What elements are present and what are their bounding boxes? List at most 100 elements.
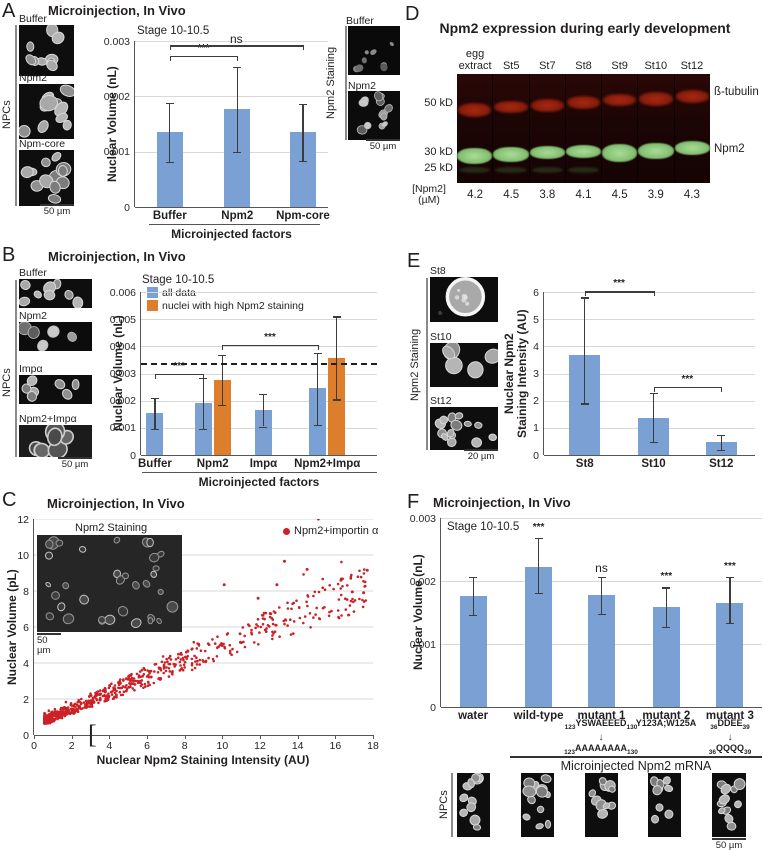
lane <box>565 74 603 183</box>
cap <box>332 399 341 401</box>
ytick: 1 <box>533 422 539 435</box>
whisk <box>665 587 668 627</box>
cap <box>259 426 268 428</box>
panel-f-letter: F <box>407 491 420 513</box>
bar <box>146 412 164 455</box>
greenband <box>493 146 529 162</box>
bar <box>254 410 272 455</box>
panel-f-title: Microinjection, In Vivo <box>433 495 571 510</box>
axis-bracket-annotation: [ <box>88 720 97 749</box>
mutant2-mutation-annotation: Y123A;W125A <box>635 718 697 728</box>
cap <box>717 449 726 451</box>
cylab: 0 <box>23 729 29 742</box>
greenband <box>457 148 493 164</box>
sigtick <box>203 373 205 379</box>
ctick <box>335 735 337 739</box>
ytick: 0.002 <box>103 90 130 103</box>
blot-lane-label: St12 <box>680 59 704 72</box>
cap <box>233 151 242 153</box>
micrograph-water-npcs <box>457 772 490 837</box>
ytick: 0.003 <box>409 512 436 525</box>
micrograph-mutant3-npcs <box>712 773 746 837</box>
panel-d-title: Npm2 expression during early development <box>439 20 731 36</box>
cap <box>597 577 606 579</box>
smear <box>495 167 527 173</box>
gridline <box>141 319 377 321</box>
xcat: mutant 2 <box>642 710 691 722</box>
cxlab: 18 <box>367 740 379 752</box>
ytick: 0 <box>130 449 136 462</box>
xcat: Buffer <box>138 458 172 470</box>
cap <box>165 103 174 105</box>
xcat: mutant 3 <box>705 710 754 722</box>
panel-b-image-label: Impα <box>19 363 43 375</box>
cap <box>725 623 734 625</box>
whisk <box>169 103 171 162</box>
cap <box>534 538 543 540</box>
ctick <box>373 735 374 739</box>
sigtick <box>169 45 171 51</box>
panel-f-y-axis-label: Nuclear Volume (nL) <box>411 554 425 671</box>
lane <box>638 74 675 183</box>
cap <box>649 392 658 394</box>
xcat: Impα <box>249 458 278 470</box>
ytick: 0.006 <box>109 286 136 299</box>
whisk <box>302 104 304 162</box>
panel-c-title: Microinjection, In Vivo <box>47 496 185 511</box>
sigline <box>584 291 654 293</box>
sigline <box>653 386 722 388</box>
siglab: *** <box>681 373 694 385</box>
panel-c-x-axis-label: Nuclear Npm2 Staining Intensity (AU) <box>96 753 310 767</box>
micrograph-npmcore-npcs <box>19 150 74 206</box>
whisk <box>236 67 238 152</box>
npm2-concentration-label: [Npm2] (µM) <box>412 183 446 206</box>
panel-a-image-label: Npm2 <box>19 72 48 84</box>
cap <box>597 613 606 616</box>
blot-lane-label: St8 <box>575 59 592 72</box>
cylab: 10 <box>17 549 29 562</box>
bar <box>328 358 346 455</box>
redband <box>530 98 564 112</box>
whisk <box>154 398 156 430</box>
ytick: 4 <box>533 340 539 353</box>
mutant3-mutation-annotation: 36DDEE39 ↓ 36QQQQ39 <box>708 718 752 756</box>
gridline <box>141 373 377 375</box>
micrograph-npm2-staining <box>348 91 400 140</box>
cylab: 2 <box>23 693 29 706</box>
ctick <box>71 735 73 739</box>
ytick: 3 <box>533 368 539 380</box>
sigtxt: *** <box>532 522 545 534</box>
panel-a-image-label: Buffer <box>19 13 47 25</box>
panel-b-letter: B <box>2 244 16 266</box>
siglab: *** <box>173 360 185 372</box>
greenband <box>529 145 565 159</box>
redband <box>639 92 673 106</box>
mutant1-mutation-annotation: 123YSWAEEED130 ↓ 123AAAAAAAA130 <box>564 718 638 756</box>
redband <box>675 89 709 103</box>
gridline <box>135 96 328 98</box>
lane <box>674 74 710 183</box>
whisk <box>652 392 655 442</box>
panel-f-row-label: NPCs <box>438 790 450 820</box>
micrograph-buffer-npcs <box>19 23 74 76</box>
cylab: 6 <box>23 621 29 634</box>
staining-image-label: Buffer <box>346 15 374 27</box>
panel-b-image-label: Buffer <box>19 267 47 279</box>
blot-lane-label: St9 <box>611 59 628 72</box>
bar <box>213 380 231 455</box>
ctick <box>147 735 148 739</box>
whisk <box>729 577 731 624</box>
panel-c-legend: Npm2+importin α <box>283 525 378 537</box>
sigtick <box>169 55 171 61</box>
gridline <box>544 373 755 375</box>
sigline <box>154 373 204 375</box>
npm2-concentration-value: 4.5 <box>503 189 520 201</box>
ctick <box>222 735 224 739</box>
legend-dot-red <box>283 527 290 535</box>
ytick: 0.002 <box>409 575 436 588</box>
smear <box>459 167 491 173</box>
panel-c-inset-label: Npm2 Staining <box>75 522 148 534</box>
micrograph-npm2-npcs <box>17 84 76 139</box>
ytick: 0.001 <box>109 422 136 435</box>
